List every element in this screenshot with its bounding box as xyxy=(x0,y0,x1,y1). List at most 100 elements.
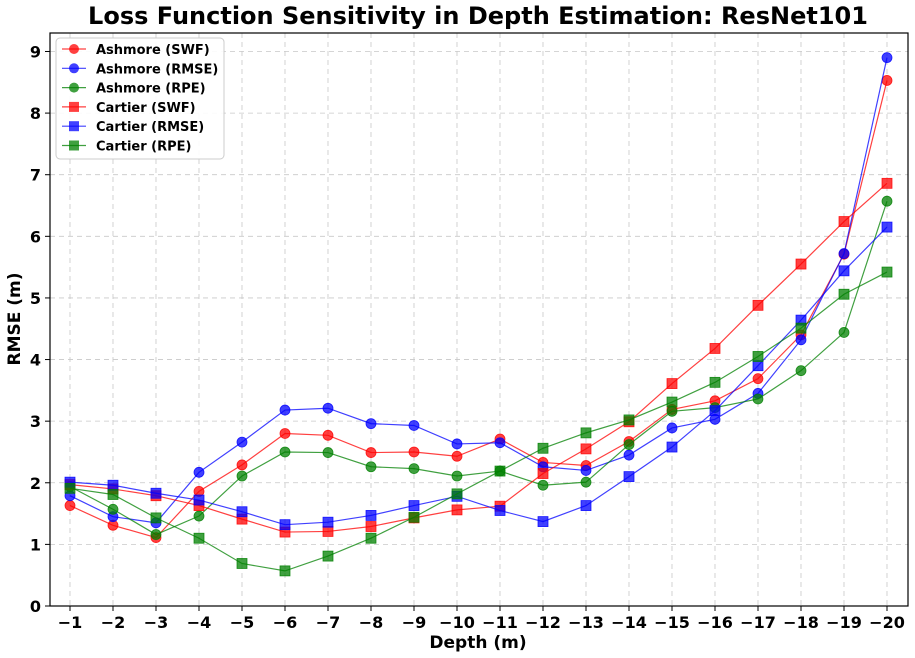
legend-entry: Cartier (RMSE) xyxy=(62,120,204,135)
data-point xyxy=(537,468,549,479)
data-point xyxy=(580,427,592,439)
legend: Ashmore (SWF) Ashmore (RMSE) Ashmore (RPE)… xyxy=(55,37,225,160)
data-point xyxy=(193,510,205,522)
data-point xyxy=(494,505,506,516)
data-point xyxy=(107,503,119,515)
data-point xyxy=(365,461,377,473)
series-line xyxy=(69,57,888,524)
legend-label: Cartier (SWF) xyxy=(96,101,196,116)
plot-frame xyxy=(49,32,909,607)
data-point xyxy=(322,447,334,458)
data-point xyxy=(666,441,678,453)
legend-label: Ashmore (RPE) xyxy=(96,82,206,97)
y-tick-label: 4 xyxy=(30,351,41,370)
x-tick-label: −11 xyxy=(482,613,518,632)
legend-entry: Cartier (SWF) xyxy=(62,101,196,116)
data-point xyxy=(322,550,334,562)
data-point xyxy=(279,519,291,531)
data-point xyxy=(666,422,678,434)
data-point xyxy=(193,532,205,544)
data-point xyxy=(451,450,463,462)
data-point xyxy=(322,526,334,537)
series-line xyxy=(69,182,888,533)
data-point xyxy=(193,466,205,478)
data-point xyxy=(752,351,764,362)
x-tick-label: −10 xyxy=(439,613,475,632)
legend-marker xyxy=(69,82,79,93)
data-point xyxy=(795,322,807,334)
data-point xyxy=(838,288,850,300)
series-line xyxy=(69,271,888,572)
data-point xyxy=(64,500,76,511)
data-point xyxy=(752,360,764,372)
legend-marker xyxy=(69,101,79,112)
y-tick-label: 9 xyxy=(30,42,41,61)
data-point xyxy=(236,459,248,471)
x-tick-label: −19 xyxy=(826,613,862,632)
data-point xyxy=(881,177,893,189)
data-point xyxy=(451,504,463,516)
y-tick-label: 0 xyxy=(30,597,41,616)
x-tick-label: −16 xyxy=(697,613,733,632)
x-tick-label: −13 xyxy=(568,613,604,632)
data-point xyxy=(580,443,592,455)
x-tick-label: −1 xyxy=(58,613,83,632)
chart-title: Loss Function Sensitivity in Depth Estim… xyxy=(88,2,868,30)
data-point xyxy=(193,494,205,506)
data-point xyxy=(709,343,721,354)
legend-label: Cartier (RPE) xyxy=(96,140,191,155)
data-point xyxy=(322,429,334,441)
data-point xyxy=(494,465,506,477)
x-axis-label: Depth (m) xyxy=(429,633,526,653)
x-axis: −1 −2 −3 −4 −5 −6 −7 −8 −9 −10 −11 −12 −13 −14 −15 −16−… xyxy=(58,606,905,632)
series-layer xyxy=(64,52,893,577)
data-point xyxy=(322,516,334,528)
data-point xyxy=(580,500,592,511)
data-point xyxy=(408,420,420,431)
x-tick-label: −3 xyxy=(144,613,169,632)
data-point xyxy=(279,428,291,439)
y-axis: 0 1 2 3 4 5 6 7 8 9 xyxy=(30,42,50,616)
data-point xyxy=(881,52,893,64)
data-point xyxy=(666,396,678,408)
data-point xyxy=(752,393,764,405)
data-point xyxy=(623,449,635,461)
data-point xyxy=(623,471,635,483)
data-point xyxy=(623,414,635,426)
legend-entry: Ashmore (RPE) xyxy=(62,82,206,97)
data-point xyxy=(451,438,463,450)
legend-marker xyxy=(69,44,79,54)
data-point xyxy=(236,470,248,482)
data-point xyxy=(365,447,377,458)
y-tick-label: 8 xyxy=(30,104,41,123)
data-point xyxy=(838,265,850,277)
legend-label: Cartier (RMSE) xyxy=(96,120,204,135)
data-point xyxy=(666,378,678,389)
data-point xyxy=(838,216,850,227)
data-point xyxy=(666,405,678,417)
data-point xyxy=(236,506,248,518)
legend-label: Ashmore (SWF) xyxy=(96,43,210,58)
data-point xyxy=(881,266,893,278)
data-point xyxy=(838,327,850,338)
data-point xyxy=(623,439,635,450)
legend-entry: Cartier (RPE) xyxy=(62,140,191,155)
data-point xyxy=(408,446,420,458)
data-point xyxy=(365,510,377,521)
data-point xyxy=(408,463,420,475)
data-point xyxy=(709,376,721,388)
legend-marker xyxy=(69,63,79,74)
data-point xyxy=(838,248,850,259)
y-tick-label: 2 xyxy=(30,474,41,493)
data-point xyxy=(881,75,893,86)
data-point xyxy=(537,442,549,454)
x-tick-label: −14 xyxy=(611,613,647,632)
x-tick-label: −5 xyxy=(230,613,255,632)
data-point xyxy=(279,565,291,577)
data-point xyxy=(451,470,463,482)
y-tick-label: 6 xyxy=(30,227,41,246)
data-point xyxy=(150,512,162,524)
data-point xyxy=(107,479,119,491)
series-line xyxy=(69,226,888,526)
